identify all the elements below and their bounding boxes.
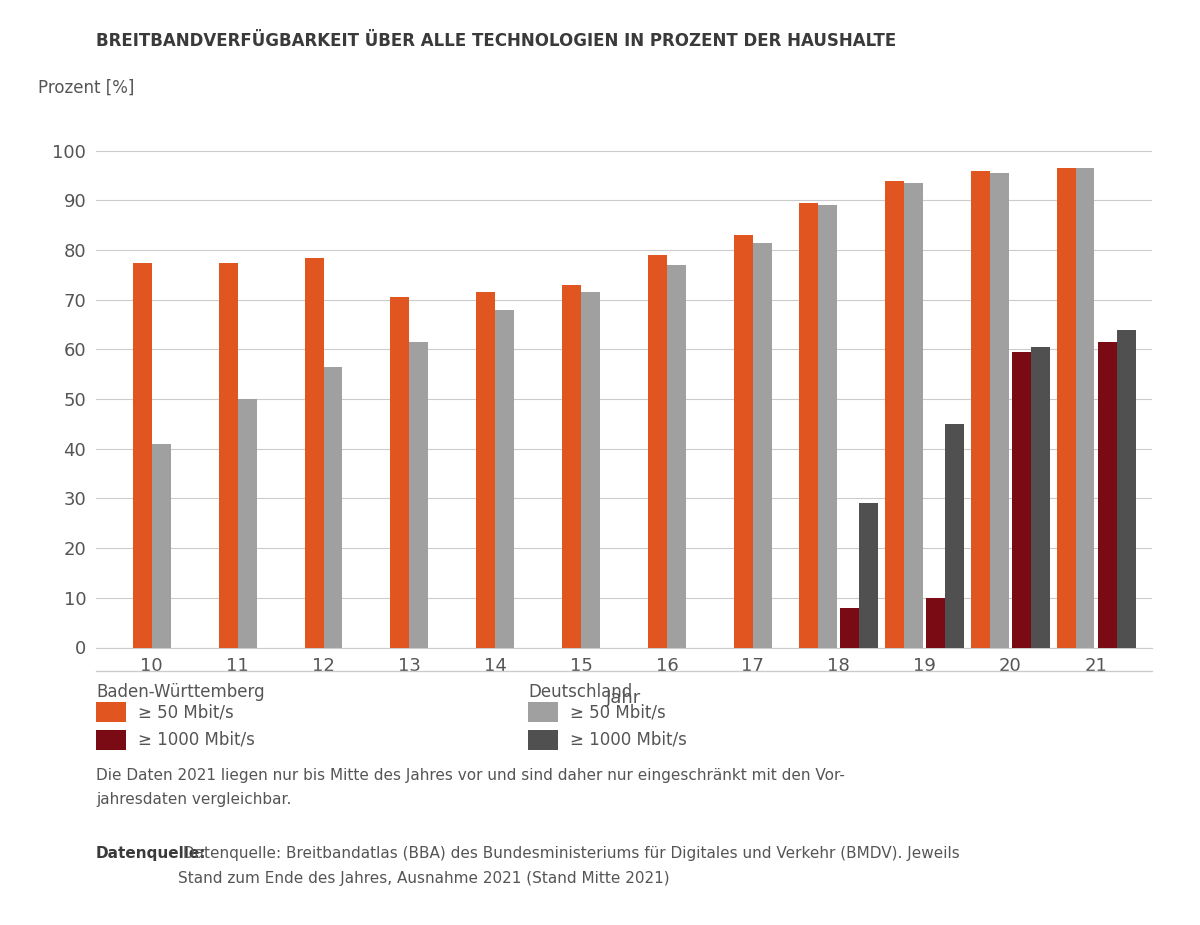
Bar (884, 180, 904, 647)
Text: Die Daten 2021 liegen nur bis Mitte des Jahres vor und sind daher nur eingeschrä: Die Daten 2021 liegen nur bis Mitte des … (96, 768, 845, 808)
Text: Prozent [%]: Prozent [%] (38, 79, 134, 97)
Bar (1031, 347, 1050, 648)
Text: ≥ 1000 Mbit/s: ≥ 1000 Mbit/s (138, 731, 254, 749)
Text: ≥ 50 Mbit/s: ≥ 50 Mbit/s (570, 703, 666, 722)
Text: ≥ 1000 Mbit/s: ≥ 1000 Mbit/s (570, 731, 686, 749)
Bar (840, 608, 859, 648)
Bar (1075, 168, 1094, 648)
Text: BREITBANDVERFÜGBARKEIT ÜBER ALLE TECHNOLOGIEN IN PROZENT DER HAUSHALTE: BREITBANDVERFÜGBARKEIT ÜBER ALLE TECHNOL… (96, 32, 896, 50)
Bar (926, 598, 946, 648)
Bar (390, 297, 409, 648)
Bar (324, 367, 342, 648)
Bar (152, 444, 170, 648)
Text: Datenquelle: Breitbandatlas (BBA) des Bundesministeriums für Digitales und Verke: Datenquelle: Breitbandatlas (BBA) des Bu… (178, 846, 959, 886)
Bar (971, 170, 990, 648)
Bar (562, 285, 581, 648)
Bar (648, 255, 667, 648)
Bar (409, 342, 428, 648)
Text: Baden-Württemberg: Baden-Württemberg (96, 683, 265, 700)
Bar (1012, 352, 1031, 648)
Text: Datenquelle:: Datenquelle: (96, 846, 206, 861)
Bar (859, 503, 878, 648)
Text: ≥ 50 Mbit/s: ≥ 50 Mbit/s (138, 703, 234, 722)
Bar (667, 265, 686, 648)
Bar (218, 263, 238, 648)
Bar (734, 235, 752, 648)
Bar (133, 263, 152, 648)
Bar (799, 203, 818, 648)
Bar (305, 257, 324, 648)
Bar (476, 292, 496, 648)
Bar (904, 183, 923, 648)
X-axis label: Jahr: Jahr (606, 689, 642, 707)
Bar (1098, 342, 1117, 648)
Bar (1117, 329, 1135, 648)
Bar (990, 173, 1009, 647)
Bar (752, 242, 772, 648)
Bar (818, 205, 836, 648)
Bar (238, 399, 257, 648)
Bar (496, 310, 514, 648)
Bar (581, 292, 600, 648)
Bar (946, 424, 964, 648)
Text: Deutschland: Deutschland (528, 683, 632, 700)
Bar (1057, 168, 1075, 648)
